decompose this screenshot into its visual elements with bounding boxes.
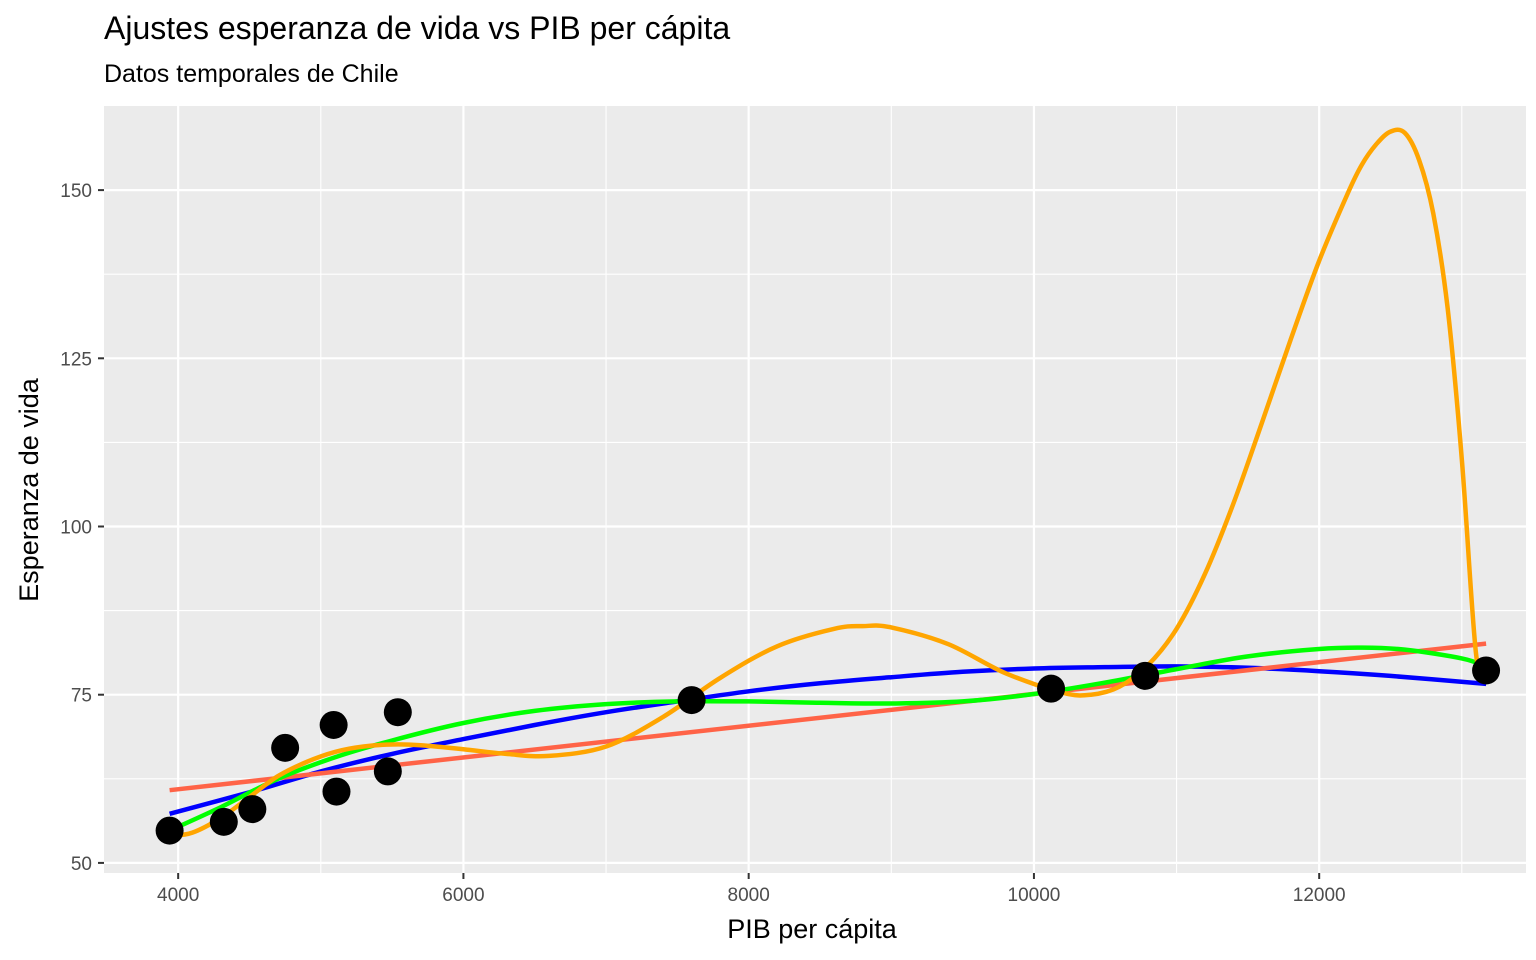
fit-line-series: [169, 664, 1487, 816]
x-tick-label: 4000: [157, 885, 199, 906]
y-tick-label: 150: [60, 181, 92, 202]
data-point: [319, 710, 348, 739]
data-point: [1131, 661, 1160, 690]
data-point: [238, 795, 267, 824]
y-tick-label: 50: [71, 854, 92, 875]
data-point: [322, 777, 351, 806]
data-point: [209, 807, 238, 836]
data-point: [373, 757, 402, 786]
data-point: [271, 733, 300, 762]
data-point: [155, 816, 184, 845]
minor-grid: [104, 106, 1526, 873]
plot-panel: [104, 106, 1526, 873]
y-tick-label: 100: [60, 518, 92, 539]
chart-title: Ajustes esperanza de vida vs PIB per cáp…: [104, 10, 731, 46]
x-tick-label: 10000: [1008, 885, 1061, 906]
data-point: [383, 698, 412, 727]
data-point: [677, 686, 706, 715]
x-axis-title: PIB per cápita: [727, 914, 898, 944]
axes: 4000 6000 8000 10000 12000 50 75 100 125 150: [60, 181, 1345, 906]
x-tick-label: 6000: [442, 885, 484, 906]
x-tick-label: 12000: [1293, 885, 1346, 906]
y-tick-label: 125: [60, 349, 92, 370]
y-axis-title: Esperanza de vida: [14, 377, 44, 602]
x-tick-label: 8000: [728, 885, 770, 906]
y-tick-label: 75: [71, 686, 92, 707]
major-grid: [104, 106, 1526, 873]
data-point: [1472, 656, 1501, 685]
data-point: [1037, 674, 1066, 703]
chart-subtitle: Datos temporales de Chile: [104, 60, 399, 88]
data-points: [155, 656, 1501, 845]
